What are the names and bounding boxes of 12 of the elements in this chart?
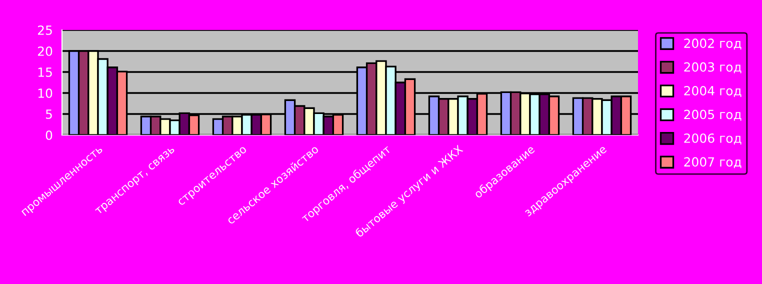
- y-tick-label: 10: [38, 88, 52, 98]
- y-tick-label: 5: [46, 110, 52, 119]
- y-tick-label: 20: [38, 46, 52, 56]
- legend-label: 2003 год: [684, 62, 742, 74]
- legend-label: 2007 год: [684, 157, 742, 168]
- y-tick-label: 15: [38, 68, 52, 77]
- y-tick-label: 0: [46, 130, 52, 140]
- y-tick-label: 25: [38, 25, 52, 35]
- legend-label: 2002 год: [684, 38, 742, 50]
- legend-label: 2005 год: [684, 110, 742, 121]
- legend-label: 2006 год: [684, 133, 742, 144]
- legend-label: 2004 год: [684, 86, 742, 97]
